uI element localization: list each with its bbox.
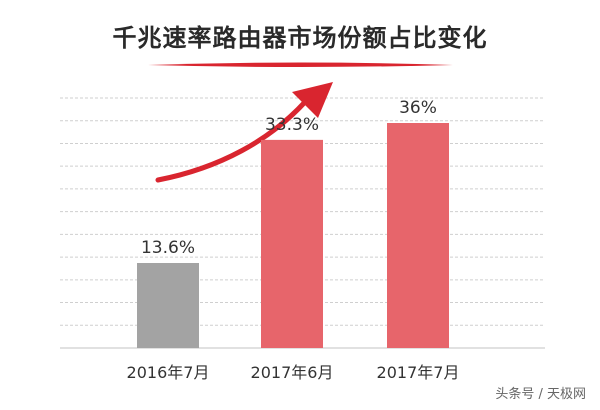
data-label: 36% (399, 98, 437, 118)
title-underline (148, 62, 453, 67)
trend-arrow-icon (155, 82, 333, 183)
data-label: 13.6% (141, 238, 195, 258)
data-labels: 13.6% 33.3% 36% (141, 98, 437, 258)
bar-2017年6月 (261, 139, 323, 348)
data-label: 33.3% (265, 115, 319, 135)
watermark: 头条号 / 天极网 (495, 387, 586, 402)
x-tick-label: 2016年7月 (127, 363, 210, 382)
bar-2017年7月 (387, 123, 449, 348)
x-axis-tick-labels: 2016年7月 2017年6月 2017年7月 (127, 363, 460, 382)
x-tick-label: 2017年7月 (377, 363, 460, 382)
bars (137, 123, 449, 348)
x-tick-label: 2017年6月 (251, 363, 334, 382)
chart-title: 千兆速率路由器市场份额占比变化 (112, 24, 488, 52)
bar-2016年7月 (137, 263, 199, 348)
